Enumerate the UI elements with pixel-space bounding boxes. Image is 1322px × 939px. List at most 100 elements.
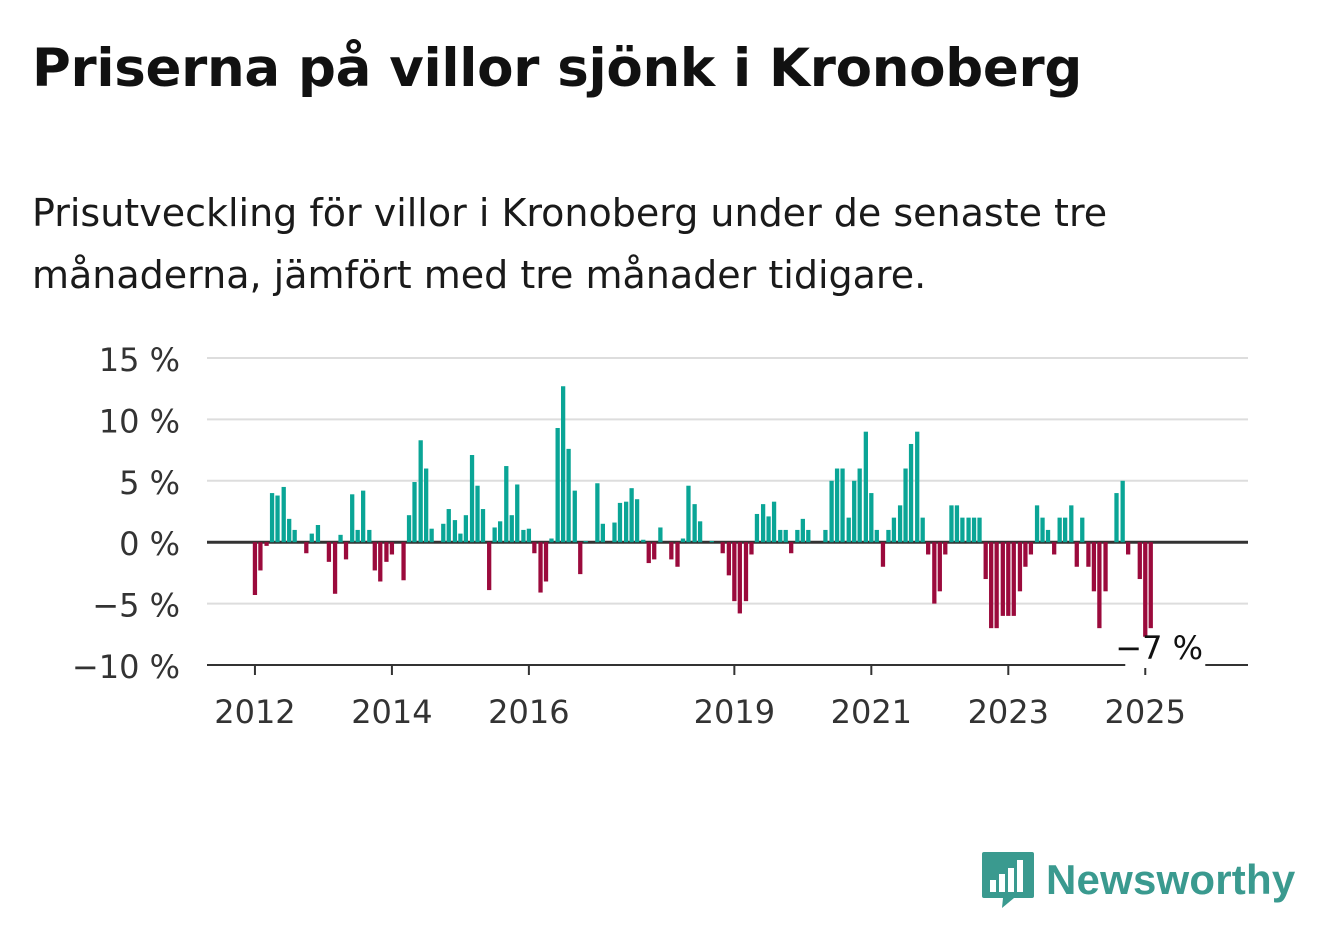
bar	[378, 542, 383, 582]
bar	[1114, 493, 1119, 543]
x-tick-label: 2019	[694, 693, 775, 731]
bar	[406, 515, 412, 543]
bar	[915, 431, 920, 543]
bar	[943, 542, 948, 555]
bar	[326, 542, 332, 562]
bar	[778, 529, 783, 543]
bar	[538, 542, 543, 593]
bar	[269, 493, 275, 543]
bar	[989, 542, 994, 629]
bar	[749, 542, 754, 555]
bar	[509, 515, 514, 543]
bar	[1000, 542, 1005, 616]
bar	[686, 485, 691, 543]
bar	[732, 542, 737, 602]
bar	[1086, 542, 1091, 567]
bar	[954, 505, 960, 543]
bar	[1080, 517, 1085, 543]
bar	[412, 482, 417, 543]
chart-subtitle: Prisutveckling för villor i Kronoberg un…	[32, 191, 1108, 297]
bar	[441, 523, 446, 543]
x-tick-label: 2021	[831, 693, 912, 731]
bar	[480, 509, 486, 543]
annotation-label: −7 %	[1115, 629, 1203, 667]
bar	[766, 516, 771, 543]
bar	[960, 517, 965, 543]
bar	[497, 521, 503, 543]
bar	[675, 542, 680, 567]
bar	[281, 486, 286, 543]
bar	[578, 542, 583, 575]
bar	[304, 542, 309, 554]
bar	[840, 468, 845, 543]
bar	[389, 542, 395, 555]
bar	[1097, 542, 1102, 629]
x-tick-label: 2014	[351, 693, 432, 731]
bar	[515, 484, 520, 543]
bar	[252, 542, 258, 596]
bar	[1143, 542, 1148, 637]
bar	[863, 431, 868, 543]
bar	[1011, 542, 1016, 616]
bar	[971, 517, 977, 543]
bar	[504, 466, 509, 543]
bar	[292, 529, 297, 543]
bar	[760, 504, 766, 543]
bar	[572, 490, 577, 543]
bar	[646, 542, 651, 564]
bar	[634, 499, 640, 543]
bar	[492, 527, 497, 543]
bar	[1057, 517, 1062, 543]
bar	[583, 540, 588, 543]
bar	[800, 518, 805, 543]
bar	[549, 538, 554, 543]
y-tick-label: 0 %	[119, 525, 180, 563]
y-tick-label: 15 %	[99, 341, 180, 379]
x-tick-label: 2012	[214, 693, 295, 731]
bar	[367, 529, 372, 543]
bar	[908, 443, 914, 543]
bar	[315, 525, 321, 543]
bar	[658, 527, 663, 543]
bar	[754, 513, 760, 543]
bar	[880, 542, 886, 567]
bar	[424, 468, 429, 543]
bar	[926, 542, 931, 555]
bar	[1126, 542, 1131, 555]
bar	[526, 528, 532, 543]
bar-chart: 15 % 10 % 5 % 0 % −5 % −10 % 2012 2014 2016 2019 2…	[72, 341, 1248, 731]
bar	[532, 542, 537, 554]
bar	[1103, 542, 1108, 592]
bar	[857, 468, 862, 543]
bar	[789, 542, 794, 554]
bar	[886, 529, 891, 543]
x-tick-label: 2023	[968, 693, 1049, 731]
brand-name: Newsworthy	[1046, 856, 1296, 903]
bar	[401, 542, 406, 581]
bar	[309, 533, 314, 543]
chart-title: Priserna på villor sjönk i Kronoberg	[32, 38, 1083, 99]
bar	[932, 542, 937, 604]
bar	[834, 468, 840, 543]
bar	[463, 515, 469, 543]
bar	[692, 504, 697, 543]
bar	[275, 495, 280, 543]
y-tick-label: −10 %	[72, 648, 180, 686]
bar	[1137, 542, 1142, 580]
bar	[852, 480, 857, 543]
bar	[795, 529, 800, 543]
bar	[1120, 480, 1125, 543]
bar	[1069, 505, 1074, 543]
bar	[771, 501, 777, 543]
bar	[903, 468, 908, 543]
bar	[258, 542, 263, 571]
bar	[983, 542, 988, 580]
bar	[897, 505, 903, 543]
bar	[600, 523, 605, 543]
bar	[726, 542, 732, 576]
bar	[652, 542, 657, 560]
bar	[829, 480, 834, 543]
bar	[1040, 517, 1045, 543]
bar	[1006, 542, 1011, 616]
bar	[709, 540, 714, 543]
